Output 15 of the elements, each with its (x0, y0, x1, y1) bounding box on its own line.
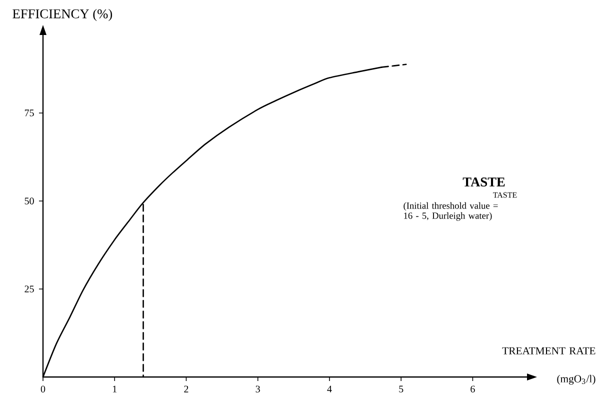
x-tick-label: 6 (470, 386, 475, 392)
x-tick-label: 5 (399, 386, 404, 392)
annotation: (Initial threshold value = 16 - 5, Durleigh water) (404, 202, 498, 221)
x-tick-label: 1 (112, 386, 117, 392)
y-tick-label: 25 (24, 286, 34, 292)
x-tick-label: 4 (327, 386, 332, 392)
y-tick-label: 50 (24, 198, 34, 204)
annotation: TASTE (462, 178, 505, 186)
x-tick-label: 3 (256, 386, 260, 392)
y-axis-title: EFFICIENCY (%) (12, 8, 112, 22)
x-tick-label: 2 (184, 386, 188, 392)
text: TREATMENT RATE (mgO$_{3}$/l) (502, 347, 596, 385)
annotation: TASTE (493, 192, 517, 198)
y-tick-label: 75 (24, 110, 34, 116)
x-tick-label: 0 (40, 386, 46, 392)
